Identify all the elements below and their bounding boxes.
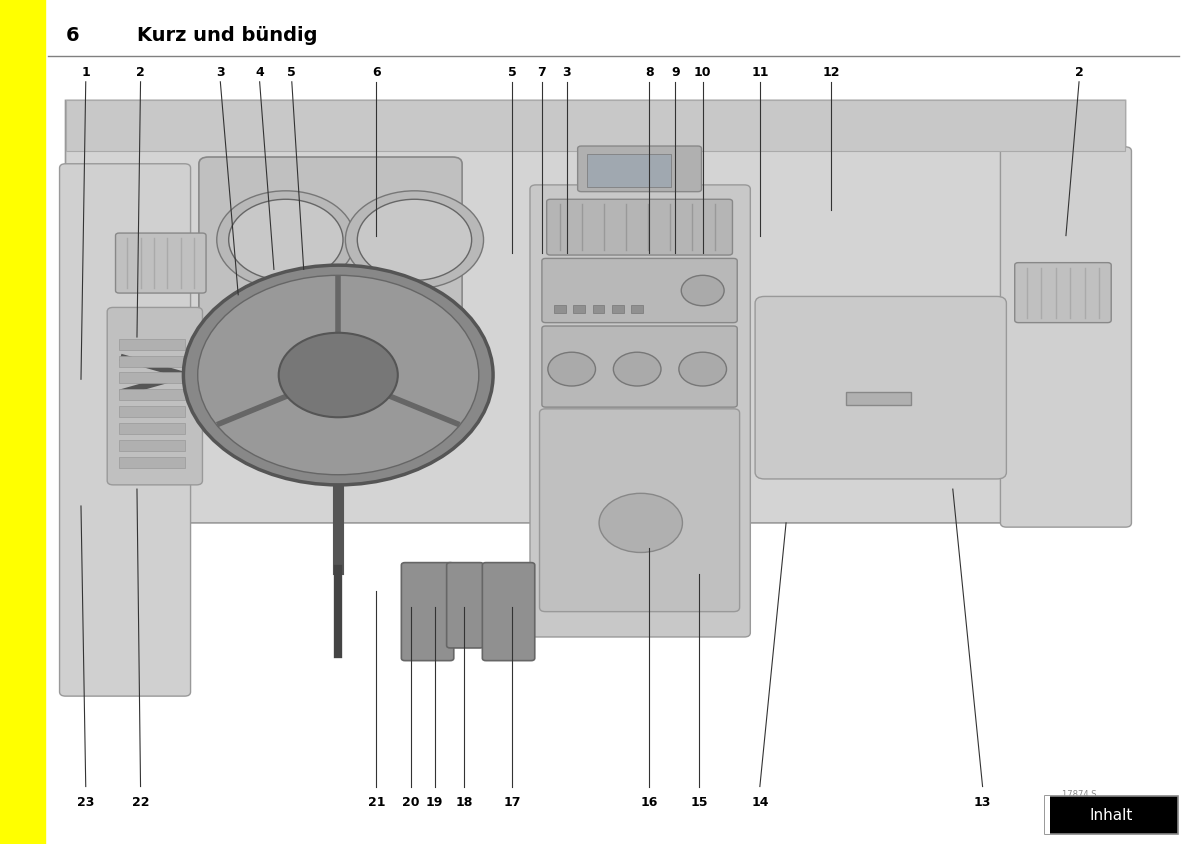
Text: 16: 16 [641,795,657,808]
Bar [0,0,45,844]
FancyBboxPatch shape [530,186,750,637]
FancyBboxPatch shape [540,409,740,612]
Text: 10: 10 [694,66,711,78]
Circle shape [345,192,484,289]
Circle shape [679,353,727,387]
Bar [119,373,185,384]
Text: 8: 8 [644,66,654,78]
Text: 3: 3 [216,66,225,78]
Text: 4: 4 [255,66,264,78]
Bar [631,306,643,314]
Bar [1045,796,1178,834]
Bar [593,306,604,314]
Bar [554,306,566,314]
Polygon shape [66,101,1125,523]
Text: 23: 23 [77,795,94,808]
Text: 20: 20 [403,795,419,808]
Bar [612,306,624,314]
Circle shape [217,192,355,289]
FancyBboxPatch shape [60,165,191,696]
FancyBboxPatch shape [199,158,462,327]
Circle shape [357,200,472,281]
FancyBboxPatch shape [1015,263,1111,323]
Text: 17874 S: 17874 S [1062,788,1097,798]
Bar [573,306,585,314]
Text: 18: 18 [456,795,473,808]
Text: 9: 9 [671,66,680,78]
Bar [119,356,185,367]
Text: Inhalt: Inhalt [1090,808,1133,822]
Text: 22: 22 [132,795,149,808]
Circle shape [229,200,343,281]
Text: 14: 14 [752,795,768,808]
Text: 6: 6 [66,26,79,45]
FancyBboxPatch shape [482,563,535,661]
FancyBboxPatch shape [578,147,701,192]
Text: 15: 15 [691,795,707,808]
Circle shape [599,494,682,553]
Text: Kurz und bündig: Kurz und bündig [137,26,318,45]
Text: 12: 12 [823,66,840,78]
Bar [587,155,671,187]
Circle shape [681,276,724,306]
FancyBboxPatch shape [401,563,454,661]
Polygon shape [66,101,1125,152]
FancyBboxPatch shape [542,327,737,408]
Bar [119,441,185,452]
Circle shape [613,353,661,387]
Text: 17: 17 [504,795,520,808]
Bar [119,407,185,418]
FancyBboxPatch shape [755,297,1006,479]
Text: 3: 3 [562,66,572,78]
Text: 5: 5 [287,66,297,78]
Text: 2: 2 [136,66,145,78]
Text: 19: 19 [426,795,443,808]
Text: 7: 7 [537,66,547,78]
FancyBboxPatch shape [542,259,737,323]
Text: 2: 2 [1074,66,1084,78]
Bar [1045,796,1050,834]
Text: 21: 21 [368,795,385,808]
FancyBboxPatch shape [1000,148,1131,528]
FancyBboxPatch shape [107,308,202,485]
Text: 1: 1 [81,66,91,78]
Bar [119,424,185,435]
Bar [119,339,185,350]
Circle shape [548,353,596,387]
Text: 5: 5 [507,66,517,78]
Bar [119,390,185,401]
Text: 13: 13 [974,795,991,808]
Bar [119,457,185,468]
FancyBboxPatch shape [116,234,206,294]
Text: 6: 6 [372,66,381,78]
Circle shape [279,333,398,418]
FancyBboxPatch shape [447,563,484,648]
Circle shape [198,276,479,475]
Circle shape [183,266,493,485]
Bar [846,392,911,405]
Text: 11: 11 [752,66,768,78]
FancyBboxPatch shape [547,200,732,256]
